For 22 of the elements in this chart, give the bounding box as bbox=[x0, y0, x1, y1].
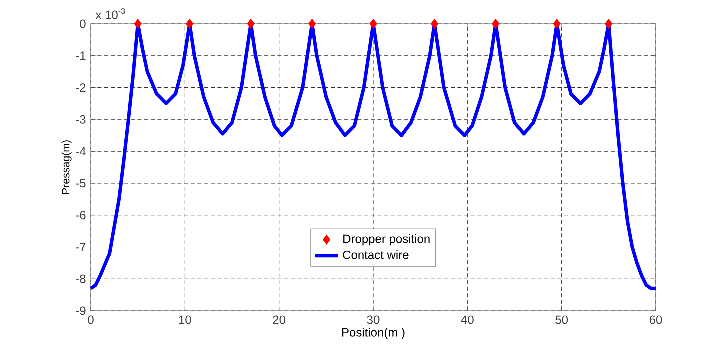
y-tick-label: -1 bbox=[76, 52, 86, 60]
x-tick-label: 60 bbox=[650, 316, 662, 324]
y-tick-label: -4 bbox=[76, 147, 86, 156]
y-tick-label: 0 bbox=[80, 20, 86, 28]
x-tick-label: 40 bbox=[461, 316, 474, 324]
y-tick-label: -6 bbox=[76, 211, 86, 220]
x-axis-title: Position(m ) bbox=[342, 328, 405, 340]
y-tick-label: -8 bbox=[76, 274, 86, 284]
y-tick-label: -9 bbox=[76, 306, 86, 316]
x-tick-label: 10 bbox=[179, 316, 192, 324]
x-tick-label: 0 bbox=[88, 316, 94, 324]
x-tick-label: 30 bbox=[367, 316, 380, 324]
legend-label: Dropper position bbox=[344, 234, 430, 246]
legend-label: Contact wire bbox=[343, 250, 409, 260]
text: x 10$^{-3}$ bbox=[96, 8, 126, 20]
y-tick-label: -2 bbox=[76, 84, 86, 92]
y-tick-label: -3 bbox=[76, 115, 86, 124]
x-tick-label: 20 bbox=[273, 316, 286, 324]
y-tick-label: -5 bbox=[76, 179, 86, 188]
y-tick-label: -7 bbox=[76, 243, 86, 252]
x-tick-label: 50 bbox=[556, 316, 568, 324]
y-axis-title: Pressag(m) bbox=[62, 140, 72, 194]
